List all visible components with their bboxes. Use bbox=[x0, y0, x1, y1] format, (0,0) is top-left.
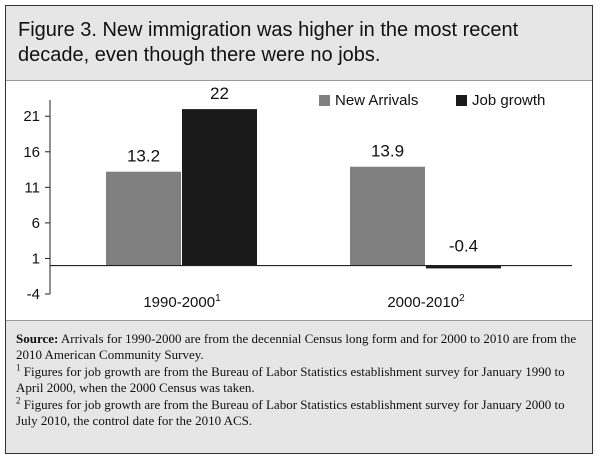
bar-new-arrivals bbox=[106, 171, 181, 266]
y-tick-label: 6 bbox=[32, 215, 40, 232]
footnote-2-text: Figures for job growth are from the Bure… bbox=[16, 397, 565, 428]
footnote-1-mark: 1 bbox=[16, 362, 21, 373]
chart-area: 21 16 11 6 1 -4 13.2 13.9 22 -0.4 1990-20001 2000-2… bbox=[6, 82, 592, 318]
source-paragraph: Source: Arrivals for 1990-2000 are from … bbox=[16, 331, 582, 363]
x-category-label: 2000-20102 bbox=[387, 293, 465, 311]
data-label: -0.4 bbox=[449, 237, 478, 256]
legend-label: New Arrivals bbox=[335, 92, 418, 109]
figure-frame: Figure 3. New immigration was higher in … bbox=[5, 5, 593, 454]
legend-swatch bbox=[319, 95, 330, 106]
source-label: Source: bbox=[16, 331, 59, 346]
footnote-1-text: Figures for job growth are from the Bure… bbox=[16, 364, 565, 395]
footnote-2: 2 Figures for job growth are from the Bu… bbox=[16, 395, 582, 429]
source-text: Arrivals for 1990-2000 are from the dece… bbox=[16, 331, 577, 362]
source-notes: Source: Arrivals for 1990-2000 are from … bbox=[6, 320, 592, 453]
y-tick-label: 1 bbox=[32, 250, 40, 267]
bar-new-arrivals bbox=[350, 166, 425, 266]
bar-job-growth bbox=[182, 109, 257, 266]
bar-job-growth bbox=[426, 265, 501, 269]
data-label: 13.9 bbox=[371, 142, 404, 161]
y-tick-label: 21 bbox=[23, 108, 40, 125]
legend-label: Job growth bbox=[472, 92, 545, 109]
data-label: 22 bbox=[210, 84, 229, 103]
x-category-label: 1990-20001 bbox=[143, 293, 221, 311]
data-label: 13.2 bbox=[127, 147, 160, 166]
y-tick-label: 11 bbox=[24, 179, 40, 196]
y-tick-label: -4 bbox=[27, 286, 40, 303]
footnote-2-mark: 2 bbox=[16, 395, 21, 406]
legend-swatch bbox=[456, 95, 467, 106]
footnote-1: 1 Figures for job growth are from the Bu… bbox=[16, 362, 582, 396]
y-tick-label: 16 bbox=[23, 144, 40, 161]
bar-chart: 21 16 11 6 1 -4 13.2 13.9 22 -0.4 1990-20001 2000-2… bbox=[23, 84, 572, 311]
figure-title: Figure 3. New immigration was higher in … bbox=[6, 6, 592, 81]
